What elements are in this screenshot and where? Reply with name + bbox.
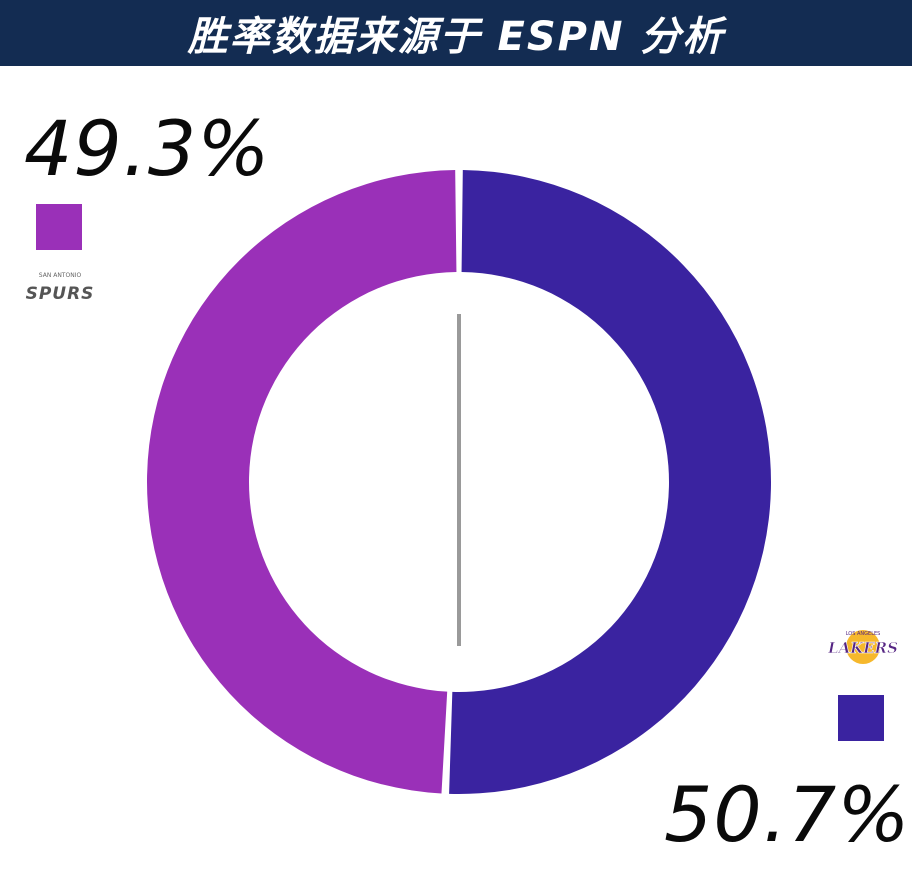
svg-text:SAN ANTONIO: SAN ANTONIO [39, 272, 82, 279]
lakers-legend-swatch [838, 695, 884, 741]
svg-text:LAKERS: LAKERS [827, 639, 898, 657]
lakers-slice [449, 170, 772, 795]
donut-chart [146, 170, 772, 795]
title-bar: 胜率数据来源于 ESPN 分析 [0, 0, 912, 66]
lakers-percentage-label: 50.7% [664, 770, 911, 859]
spurs-legend-swatch [36, 204, 82, 250]
svg-text:LOS ANGELES: LOS ANGELES [846, 631, 881, 637]
svg-text:SPURS: SPURS [26, 284, 95, 304]
chart-title: 胜率数据来源于 ESPN 分析 [187, 14, 725, 60]
spurs-slice [146, 170, 457, 794]
spurs-percentage-label: 49.3% [24, 104, 271, 193]
spurs-logo: SAN ANTONIO SPURS [26, 272, 95, 304]
lakers-logo: LOS ANGELES LAKERS [827, 630, 898, 664]
donut-slices [146, 170, 772, 795]
